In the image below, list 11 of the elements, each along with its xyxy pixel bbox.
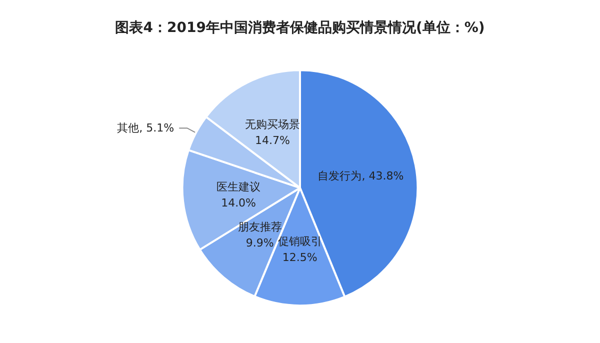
slice-label: 自发行为, 43.8% bbox=[318, 169, 404, 182]
data-label: 14.0% bbox=[221, 196, 256, 210]
slice-label: 医生建议 bbox=[216, 180, 261, 194]
slice-label: 其他, 5.1% bbox=[117, 122, 174, 135]
slice-label: 朋友推荐 bbox=[238, 220, 282, 234]
data-label: 9.9% bbox=[246, 236, 274, 250]
data-label: 14.7% bbox=[254, 134, 290, 147]
slice-label: 无购买场景 bbox=[244, 118, 300, 131]
data-label: 12.5% bbox=[282, 251, 318, 264]
slice-label: 促销吸引 bbox=[278, 235, 322, 248]
chart-title: 图表4：2019年中国消费者保健品购买情景情况(单位：%) bbox=[115, 20, 485, 36]
